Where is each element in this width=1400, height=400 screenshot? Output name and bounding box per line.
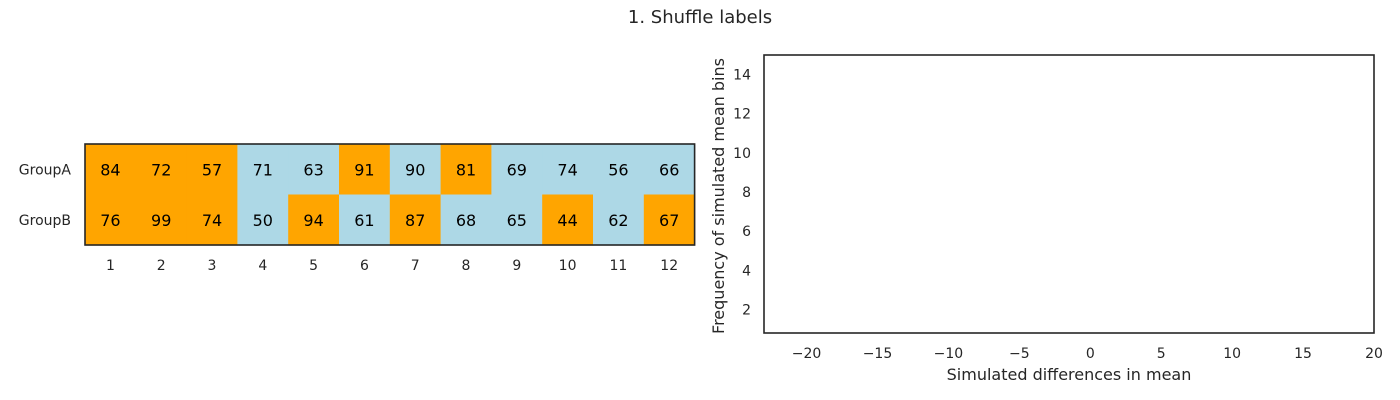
- y-tick-label: 6: [742, 224, 751, 240]
- column-label: 3: [208, 258, 217, 274]
- grid-cell: [237, 194, 289, 246]
- grid-cell: [186, 194, 238, 246]
- grid-cell: [542, 144, 594, 196]
- column-label: 10: [559, 258, 577, 274]
- grid-cell: [593, 194, 645, 246]
- grid-cell-value: 66: [659, 160, 679, 179]
- x-tick-label: 15: [1294, 346, 1312, 362]
- grid-cell-value: 91: [354, 160, 374, 179]
- grid-cell: [643, 144, 696, 196]
- grid-cell: [491, 144, 543, 196]
- grid-cell-value: 72: [151, 160, 171, 179]
- column-label: 11: [609, 258, 627, 274]
- column-label: 1: [106, 258, 115, 274]
- grid-cell: [135, 144, 188, 196]
- y-tick-label: 10: [733, 146, 751, 162]
- row-label: GroupB: [19, 213, 71, 229]
- grid-cell-value: 81: [456, 160, 476, 179]
- y-axis-label: Frequency of simulated mean bins: [709, 58, 728, 334]
- grid-cell-value: 44: [557, 211, 577, 230]
- grid-cell: [643, 194, 696, 246]
- x-tick-label: −5: [1009, 346, 1030, 362]
- column-label: 5: [309, 258, 318, 274]
- grid-cell-value: 99: [151, 211, 171, 230]
- grid-cell-value: 74: [202, 211, 222, 230]
- grid-cell: [339, 194, 391, 246]
- figure-title: 1. Shuffle labels: [628, 7, 772, 28]
- grid-cell: [237, 144, 289, 196]
- y-tick-label: 4: [742, 263, 751, 279]
- grid-cell-value: 68: [456, 211, 476, 230]
- grid-cell-value: 87: [405, 211, 425, 230]
- grid-cell-value: 63: [303, 160, 323, 179]
- column-label: 12: [660, 258, 678, 274]
- grid-cell-value: 56: [608, 160, 628, 179]
- column-label: 4: [258, 258, 267, 274]
- grid-cell-value: 50: [253, 211, 273, 230]
- grid-cell-value: 76: [100, 211, 120, 230]
- grid-cell: [85, 144, 137, 196]
- grid-cell: [288, 144, 340, 196]
- x-tick-label: 5: [1157, 346, 1166, 362]
- y-tick-label: 12: [733, 107, 751, 123]
- x-axis-label: Simulated differences in mean: [947, 365, 1192, 384]
- x-tick-label: 20: [1365, 346, 1383, 362]
- grid-cell-value: 61: [354, 211, 374, 230]
- column-label: 8: [462, 258, 471, 274]
- grid-cell: [85, 194, 137, 246]
- grid-cell: [491, 194, 543, 246]
- row-label: GroupA: [19, 162, 72, 178]
- grid-cell-value: 84: [100, 160, 120, 179]
- x-tick-label: −10: [934, 346, 964, 362]
- grid-cell-value: 67: [659, 211, 679, 230]
- y-tick-label: 8: [742, 185, 751, 201]
- column-label: 2: [157, 258, 166, 274]
- grid-cell-value: 71: [253, 160, 273, 179]
- grid-cell: [389, 194, 442, 246]
- grid-frame: [84, 143, 696, 246]
- grid-cell: [440, 144, 492, 196]
- y-tick-label: 2: [742, 303, 751, 319]
- histogram-panel: −20 −15 −10 −5 0 5 10 15 20 2 4 6 8 10 12 14 Simulated d…: [709, 54, 1383, 384]
- x-tick-label: 0: [1086, 346, 1095, 362]
- y-tick-label: 14: [733, 68, 751, 84]
- grid-cell-value: 94: [303, 211, 323, 230]
- column-label: 7: [411, 258, 420, 274]
- grid-cell-value: 62: [608, 211, 628, 230]
- x-tick-label: −20: [792, 346, 822, 362]
- x-tick-label: −15: [863, 346, 893, 362]
- grid-cell: [288, 194, 340, 246]
- column-label: 6: [360, 258, 369, 274]
- grid-cell-value: 74: [557, 160, 577, 179]
- column-label: 9: [512, 258, 521, 274]
- grid-cell-value: 57: [202, 160, 222, 179]
- grid-cell: [135, 194, 188, 246]
- grid-cell-value: 69: [507, 160, 527, 179]
- grid-cell-value: 90: [405, 160, 425, 179]
- grid-cell: [339, 144, 391, 196]
- histogram-frame: [763, 54, 1375, 334]
- grid-cell: [440, 194, 492, 246]
- grid-cell: [593, 144, 645, 196]
- grid-cell-value: 65: [507, 211, 527, 230]
- grid-cell: [542, 194, 594, 246]
- grid-cell: [186, 144, 238, 196]
- x-tick-label: 10: [1223, 346, 1241, 362]
- grid-cell: [389, 144, 442, 196]
